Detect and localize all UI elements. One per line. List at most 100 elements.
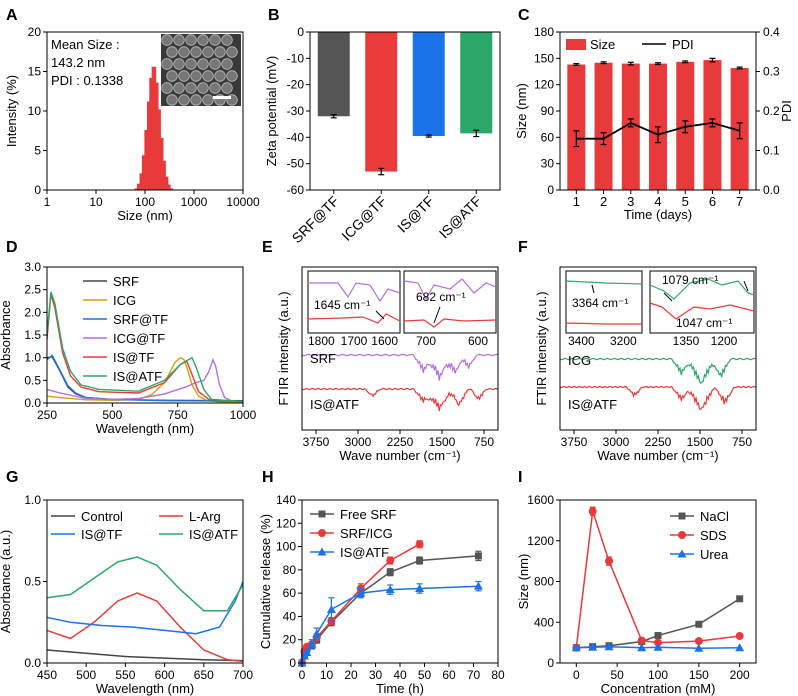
x-category-label: IS@ATF bbox=[436, 193, 485, 242]
x-tick-label: 3000 bbox=[345, 435, 372, 449]
hist-bar bbox=[154, 82, 159, 190]
hist-bar bbox=[161, 160, 166, 190]
peak-arrow bbox=[433, 306, 441, 324]
legend-label: Free SRF bbox=[340, 507, 396, 522]
y-tick-label: 0.5 bbox=[24, 373, 41, 387]
x-tick-label: 30 bbox=[369, 668, 383, 682]
series-label: SRF bbox=[310, 351, 336, 366]
x-tick-label: 550 bbox=[115, 668, 135, 682]
inset-tick-label: 1350 bbox=[673, 334, 700, 348]
x-tick-label: 3750 bbox=[303, 435, 330, 449]
sem-particle bbox=[197, 58, 209, 70]
sem-particle bbox=[226, 70, 238, 82]
data-point bbox=[386, 568, 394, 576]
x-tick-label: 10000 bbox=[226, 195, 260, 209]
y-tick-label: 0 bbox=[547, 656, 554, 670]
y-tick-label: 0.0 bbox=[24, 656, 41, 670]
legend-label: IS@TF bbox=[113, 350, 154, 365]
bar bbox=[365, 32, 398, 172]
y-axis-label: Zeta potential (mV) bbox=[264, 56, 279, 167]
legend-label: Urea bbox=[700, 547, 729, 562]
x-category-label: IS@TF bbox=[394, 193, 437, 236]
hist-bar bbox=[136, 183, 142, 190]
inset-tick-label: 1800 bbox=[308, 334, 335, 348]
x-tick-label: 500 bbox=[76, 668, 96, 682]
ftir-trace bbox=[559, 385, 757, 410]
y-tick-label: 60 bbox=[541, 130, 555, 144]
panel-letter: C bbox=[518, 7, 530, 24]
y-axis-label: Absorbance bbox=[0, 300, 13, 369]
y-axis-label: FTIR intensity (a.u.) bbox=[534, 291, 549, 405]
legend-label: SDS bbox=[700, 528, 727, 543]
x-tick-label: 70 bbox=[467, 668, 481, 682]
x-tick-label: 600 bbox=[155, 668, 175, 682]
y2-tick-label: 0.4 bbox=[763, 25, 780, 39]
hist-bar bbox=[156, 109, 161, 190]
y-tick-label: 140 bbox=[276, 493, 296, 507]
sem-particle bbox=[173, 82, 185, 94]
spectrum-line bbox=[46, 358, 244, 403]
y-axis-label: Intensity (%) bbox=[4, 75, 19, 147]
data-point bbox=[386, 556, 395, 565]
hist-bar bbox=[149, 77, 154, 190]
y-tick-label: 1200 bbox=[527, 534, 554, 548]
sem-particles bbox=[161, 34, 238, 106]
x-category-label: ICG@TF bbox=[338, 193, 389, 244]
inset-trace bbox=[403, 318, 497, 328]
x-tick-label: 2 bbox=[600, 194, 607, 209]
x-tick-label: 50 bbox=[418, 668, 432, 682]
data-point bbox=[604, 642, 614, 651]
y2-axis-label: PDI bbox=[779, 100, 794, 122]
x-axis-label: Time (h) bbox=[376, 681, 424, 696]
data-point bbox=[416, 557, 424, 565]
inset-peak-label: 3364 cm⁻¹ bbox=[572, 296, 628, 310]
ftir-trace bbox=[559, 357, 757, 385]
x-tick-label: 1000 bbox=[230, 408, 257, 422]
inset-tick-label: 3200 bbox=[610, 334, 637, 348]
inset-peak-label: 1047 cm⁻¹ bbox=[676, 316, 732, 330]
data-point bbox=[678, 512, 686, 520]
y-tick-label: 60 bbox=[283, 586, 297, 600]
data-point bbox=[653, 642, 663, 651]
bar bbox=[567, 64, 586, 190]
y-tick-label: 5 bbox=[34, 144, 41, 158]
legend-label: IS@ATF bbox=[189, 527, 238, 542]
x-tick-label: 3000 bbox=[603, 435, 630, 449]
sem-particle bbox=[190, 70, 202, 82]
x-tick-label: 200 bbox=[730, 668, 750, 682]
panel-letter: B bbox=[268, 7, 280, 24]
y-axis-label: Size (nm) bbox=[514, 83, 529, 139]
sem-particle bbox=[178, 70, 190, 82]
inset-trace bbox=[308, 282, 401, 303]
x-axis-label: Size (nm) bbox=[117, 208, 173, 223]
inset-box bbox=[307, 270, 401, 334]
sem-particle bbox=[209, 82, 221, 94]
inset-tick-label: 1200 bbox=[711, 334, 738, 348]
annotation-text: Mean Size : bbox=[51, 37, 120, 52]
legend-swatch bbox=[566, 39, 586, 50]
legend-label: L-Arg bbox=[189, 509, 221, 524]
data-point bbox=[735, 632, 744, 641]
spectrum-line bbox=[46, 581, 244, 635]
y-tick-label: 0 bbox=[547, 183, 554, 197]
inset-peak-label: 1079 cm⁻¹ bbox=[662, 273, 718, 287]
y-tick-label: -50 bbox=[287, 157, 305, 171]
x-tick-label: 1 bbox=[573, 194, 580, 209]
panel-letter: E bbox=[262, 239, 273, 256]
panel-letter: I bbox=[518, 469, 522, 486]
y-tick-label: 0.5 bbox=[24, 575, 41, 589]
legend-label: IS@ATF bbox=[113, 369, 162, 384]
inset-tick-label: 1700 bbox=[341, 334, 368, 348]
panel-letter: D bbox=[6, 239, 18, 256]
data-point bbox=[302, 648, 312, 657]
legend-label: SRF/ICG bbox=[340, 526, 393, 541]
plot-frame bbox=[46, 499, 244, 664]
sem-particle bbox=[197, 82, 209, 94]
inset-tick-label: 1600 bbox=[371, 334, 398, 348]
data-point bbox=[695, 620, 703, 628]
series-label: IS@ATF bbox=[568, 397, 617, 412]
annotation-text: 143.2 nm bbox=[51, 55, 105, 70]
sem-particle bbox=[197, 34, 209, 46]
x-category-label: SRF@TF bbox=[289, 193, 342, 246]
